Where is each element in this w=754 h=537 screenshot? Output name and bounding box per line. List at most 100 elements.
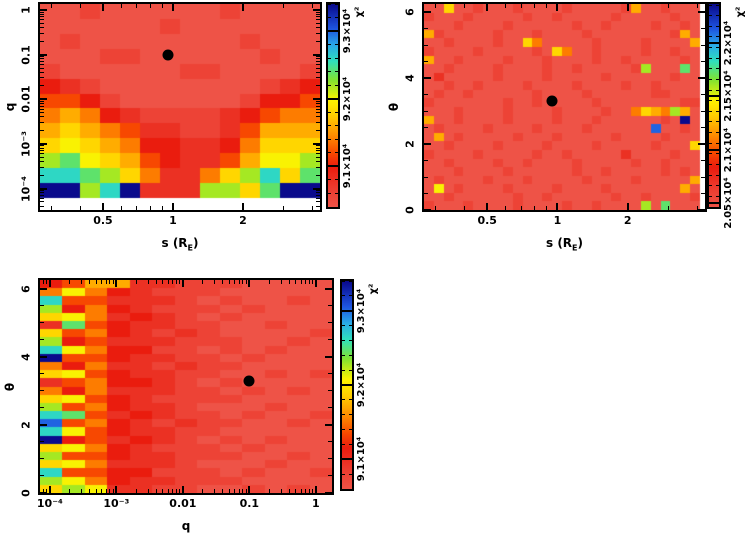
colorbar-minor-tick [342, 414, 345, 416]
y-minor-tick [328, 339, 332, 341]
x-tick-label: 10⁻⁴ [36, 497, 63, 510]
y-minor-tick [40, 13, 44, 15]
y-minor-tick [316, 85, 320, 87]
colorbar-minor-tick [342, 429, 345, 431]
y-minor-tick [316, 16, 320, 18]
y-minor-tick [424, 110, 428, 112]
y-minor-tick [40, 129, 44, 131]
y-minor-tick [328, 475, 332, 477]
x-major-tick [115, 280, 118, 287]
axis-title-text: θ [387, 102, 401, 112]
y-minor-tick [328, 373, 332, 375]
x-minor-tick [464, 206, 466, 210]
y-minor-tick [40, 108, 44, 110]
colorbar-title: χ² [354, 6, 365, 18]
y-minor-tick [316, 19, 320, 21]
y-axis-title: q [3, 102, 17, 112]
x-minor-tick [81, 489, 83, 493]
y-minor-tick [424, 176, 428, 178]
x-minor-tick [172, 489, 174, 493]
y-minor-tick [40, 190, 44, 192]
y-major-tick [424, 77, 431, 80]
x-minor-tick [238, 280, 240, 284]
colorbar-gradient [709, 4, 719, 207]
colorbar-tick-label: 9.3×10⁴ [356, 288, 367, 333]
colorbar-major-tick [709, 148, 714, 151]
colorbar-minor-tick [349, 295, 352, 297]
y-major-tick [698, 209, 705, 211]
y-major-tick [424, 11, 431, 14]
x-minor-tick [179, 489, 181, 493]
plot-frame [38, 2, 322, 212]
x-minor-tick [79, 4, 81, 8]
y-minor-tick [40, 147, 44, 149]
y-tick-label: 0 [403, 206, 417, 214]
colorbar-minor-tick [716, 57, 719, 59]
y-minor-tick [316, 77, 320, 79]
y-minor-tick [40, 205, 44, 207]
y-minor-tick [40, 458, 44, 460]
y-minor-tick [316, 161, 320, 163]
colorbar-minor-tick [349, 354, 352, 356]
x-minor-tick [520, 206, 522, 210]
x-minor-tick [520, 4, 522, 8]
colorbar-minor-tick [709, 132, 712, 134]
axis-title-subscript: E [572, 243, 578, 253]
colorbar-minor-tick [716, 25, 719, 27]
y-minor-tick [316, 105, 320, 107]
y-minor-tick [40, 339, 44, 341]
y-minor-tick [316, 11, 320, 13]
colorbar-minor-tick [349, 339, 352, 341]
y-minor-tick [328, 407, 332, 409]
colorbar-major-tick [714, 201, 719, 204]
y-tick-label: 0.1 [19, 44, 33, 65]
x-minor-tick [79, 206, 81, 210]
axis-title-subscript: E [187, 243, 194, 253]
y-minor-tick [40, 153, 44, 155]
colorbar-minor-tick [342, 295, 345, 297]
x-tick-label: 1 [169, 214, 177, 227]
colorbar-minor-tick [328, 152, 331, 154]
y-minor-tick [316, 147, 320, 149]
x-minor-tick [120, 4, 122, 8]
x-minor-tick [46, 489, 48, 493]
x-tick-label: 2 [239, 214, 247, 227]
x-tick-label: 1 [312, 497, 320, 510]
y-minor-tick [424, 160, 428, 162]
x-major-tick [101, 203, 104, 210]
colorbar-minor-tick [342, 339, 345, 341]
colorbar-minor-tick [335, 125, 338, 127]
x-minor-tick [668, 206, 670, 210]
y-minor-tick [40, 122, 44, 124]
colorbar-major-tick [347, 458, 352, 461]
axis-title-text: q [3, 102, 17, 112]
y-major-tick [325, 423, 332, 426]
x-minor-tick [202, 280, 204, 284]
y-major-tick [40, 423, 47, 426]
x-minor-tick [42, 489, 44, 493]
colorbar-tick-label: 2.1×10⁴ [723, 127, 734, 172]
x-minor-tick [202, 489, 204, 493]
y-minor-tick [40, 150, 44, 152]
x-minor-tick [238, 489, 240, 493]
colorbar-minor-tick [342, 488, 345, 490]
y-minor-tick [328, 390, 332, 392]
x-minor-tick [268, 489, 270, 493]
y-minor-tick [701, 127, 705, 129]
colorbar-minor-tick [709, 4, 712, 6]
x-major-tick [486, 4, 489, 11]
y-minor-tick [40, 58, 44, 60]
x-minor-tick [268, 280, 270, 284]
y-minor-tick [316, 32, 320, 34]
colorbar-major-tick [328, 30, 333, 33]
y-major-tick [40, 142, 47, 145]
y-major-tick [40, 187, 47, 190]
x-minor-tick [175, 489, 177, 493]
y-minor-tick [316, 156, 320, 158]
x-major-tick [48, 280, 51, 287]
y-minor-tick [40, 11, 44, 13]
y-tick-label: 2 [403, 140, 417, 148]
y-major-tick [325, 492, 332, 494]
y-major-tick [313, 8, 320, 11]
colorbar-title: χ² [368, 283, 379, 295]
